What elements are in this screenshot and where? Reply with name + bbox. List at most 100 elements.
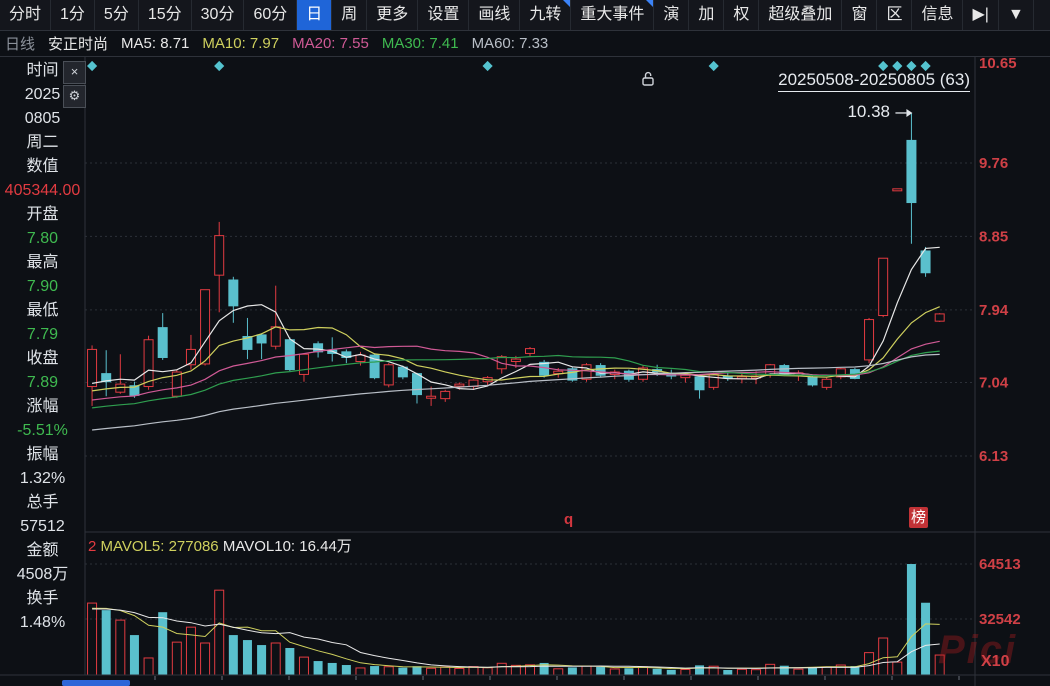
toolbar-item-15[interactable]: 权 [724, 0, 760, 30]
volume-bar [440, 666, 451, 676]
toolbar-item-13[interactable]: 演 [654, 0, 690, 30]
diamond-marker-icon[interactable] [87, 60, 98, 72]
volume-bar [200, 642, 211, 676]
volume-bar [850, 666, 860, 675]
toolbar-item-17[interactable]: 窗 [842, 0, 878, 30]
candle [411, 373, 422, 396]
volume-bar [327, 662, 337, 675]
candle [397, 366, 408, 378]
sidebar-row-14: 涨幅 [26, 398, 59, 415]
toolbar-item-1[interactable]: 1分 [51, 0, 95, 30]
bang-list-badge[interactable]: 榜 [909, 507, 928, 528]
candle [821, 378, 832, 388]
toolbar-item-label: 更多 [376, 6, 409, 23]
date-range-label[interactable]: 20250508-20250805 (63) [640, 70, 970, 92]
volume-bar [412, 666, 422, 675]
toolbar-item-label: 分时 [9, 6, 42, 23]
candle [200, 289, 211, 365]
sidebar-row-5: 405344.00 [4, 182, 81, 199]
sidebar-row-16: 振幅 [26, 446, 59, 463]
close-icon[interactable]: × [63, 61, 86, 84]
candle [171, 371, 182, 397]
volume-indicator-header: 2 MAVOL5: 277086 MAVOL10: 16.44万 [88, 535, 352, 556]
volume-bar [370, 666, 380, 675]
gear-icon[interactable]: ⚙ [63, 85, 86, 108]
candle [157, 327, 168, 358]
ma30-line [92, 350, 940, 409]
q-event-marker[interactable]: q [564, 511, 574, 528]
candle [369, 354, 380, 379]
ma-legend-item-3: MA30: 7.41 [381, 35, 459, 52]
price-axis-label: 8.85 [979, 228, 1008, 245]
sidebar-row-15: -5.51% [17, 422, 68, 439]
sidebar-row-22: 换手 [26, 590, 59, 607]
new-feature-badge-icon [563, 0, 571, 7]
toolbar-item-10[interactable]: 画线 [469, 0, 521, 30]
candle [680, 374, 691, 379]
chart-legend: 日线 安正时尚 MA5: 8.71 MA10: 7.97 MA20: 7.55 MA3… [5, 31, 548, 56]
toolbar-item-8[interactable]: 更多 [367, 0, 419, 30]
toolbar-item-label: 1分 [60, 6, 85, 23]
candle [638, 367, 649, 380]
toolbar-item-label: 5分 [103, 6, 129, 23]
sidebar-row-0: 时间 [26, 62, 59, 79]
toolbar-item-6[interactable]: 日 [297, 0, 333, 30]
toolbar-item-7[interactable]: 周 [332, 0, 368, 30]
volume-bar [143, 657, 154, 676]
volume-bar [313, 661, 323, 675]
toolbar-item-9[interactable]: 设置 [418, 0, 470, 30]
h-scrollbar[interactable] [62, 680, 130, 686]
toolbar-item-3[interactable]: 15分 [139, 0, 192, 30]
frame [0, 56, 1050, 686]
diamond-marker-icon[interactable] [214, 60, 225, 72]
volume-bar [257, 645, 267, 675]
toolbar-item-19[interactable]: 信息 [912, 0, 964, 30]
ma-legend-item-4: MA60: 7.33 [471, 35, 549, 52]
volume-bar [539, 662, 549, 675]
candle [228, 279, 239, 307]
volume-bar [567, 667, 577, 675]
toolbar-item-0[interactable]: 分时 [0, 0, 52, 30]
toolbar-item-18[interactable]: 区 [877, 0, 913, 30]
toolbar-item-2[interactable]: 5分 [95, 0, 139, 30]
sidebar-row-3: 周二 [26, 134, 59, 151]
sidebar-row-8: 最高 [26, 254, 59, 271]
toolbar-item-4[interactable]: 30分 [192, 0, 245, 30]
volume-bar [270, 642, 281, 676]
toolbar-item-5[interactable]: 60分 [244, 0, 298, 30]
dropdown-icon[interactable]: ▼ [999, 0, 1034, 30]
volume-bar [892, 661, 903, 676]
candle [920, 250, 931, 274]
mavol-lines [92, 607, 940, 670]
toolbar-item-14[interactable]: 加 [689, 0, 725, 30]
toolbar-item-16[interactable]: 超级叠加 [759, 0, 843, 30]
volume-bar [624, 668, 634, 675]
watermark: Pici [938, 628, 1018, 672]
volume-bar [723, 670, 733, 675]
toolbar-item-label: 重大事件 [580, 6, 645, 23]
next-page-icon[interactable]: ▶| [963, 0, 999, 30]
toolbar-item-12[interactable]: 重大事件 [571, 0, 655, 30]
volume-bar [906, 564, 916, 675]
toolbar-item-label: 日 [306, 6, 323, 23]
sidebar-row-4: 数值 [26, 158, 59, 175]
candle [214, 235, 225, 276]
sidebar-row-12: 收盘 [26, 350, 59, 367]
candles [87, 112, 945, 406]
ma60-line [92, 353, 940, 431]
toolbar-item-label: 区 [886, 6, 903, 23]
candle [934, 313, 945, 322]
candle [270, 326, 281, 347]
candle [101, 373, 112, 383]
volume-bar [341, 665, 351, 675]
toolbar-item-label: 画线 [478, 6, 511, 23]
volume-bar [129, 635, 139, 675]
diamond-marker-icon[interactable] [482, 60, 493, 72]
candle [298, 353, 309, 375]
toolbar-item-11[interactable]: 九转 [520, 0, 572, 30]
date-range-text: 20250508-20250805 (63) [778, 70, 970, 92]
candle [694, 376, 705, 391]
data-sidebar: 时间 2025 0805 周二 数值 405344.00 开盘 7.80 最高 7.90 最低 7.7… [0, 59, 85, 635]
sidebar-row-20: 金额 [26, 542, 59, 559]
